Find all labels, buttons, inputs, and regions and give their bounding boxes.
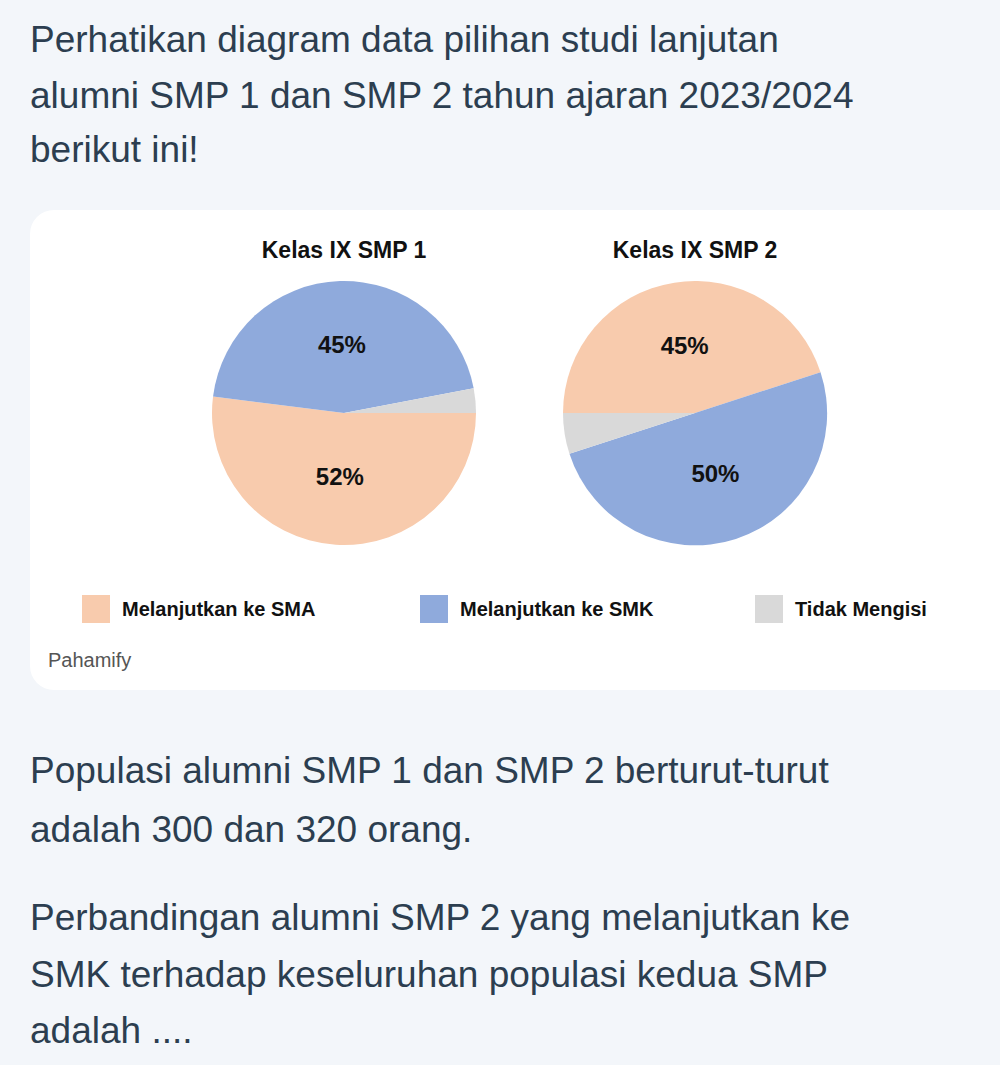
question-text: Perhatikan diagram data pilihan studi la…: [30, 19, 779, 60]
chart-title: Kelas IX SMP 2: [613, 237, 778, 263]
question-text: alumni SMP 1 dan SMP 2 tahun ajaran 2023…: [30, 75, 854, 116]
data-label: 50%: [691, 460, 739, 487]
question-text: Populasi alumni SMP 1 dan SMP 2 berturut…: [30, 750, 829, 791]
legend-label: Melanjutkan ke SMK: [460, 598, 654, 620]
pie-slice: [213, 281, 474, 413]
question-text: adalah ....: [30, 1010, 193, 1051]
legend-label: Melanjutkan ke SMA: [122, 598, 315, 620]
question-text: adalah 300 dan 320 orang.: [30, 809, 472, 850]
question-text: Perbandingan alumni SMP 2 yang melanjutk…: [30, 897, 850, 938]
data-label: 45%: [318, 331, 366, 358]
pie-slice: [563, 413, 695, 454]
pie-chart: 52% 45%: [212, 281, 476, 545]
slices: [563, 281, 827, 545]
pie-slice: [344, 388, 476, 413]
pie-slice: [212, 396, 476, 545]
legend-swatch: [420, 595, 448, 623]
legend-swatch: [755, 595, 783, 623]
question-text: berikut ini!: [30, 129, 199, 170]
chart-title: Kelas IX SMP 1: [262, 237, 427, 263]
pie-chart: 45% 50%: [563, 281, 827, 545]
question-text: SMK terhadap keseluruhan populasi kedua …: [30, 954, 828, 995]
chart-card: [30, 210, 1000, 690]
pie-slice: [569, 372, 827, 545]
watermark: Pahamify: [48, 649, 131, 671]
legend-swatch: [82, 595, 110, 623]
data-label: 52%: [316, 463, 364, 490]
data-label: 45%: [661, 332, 709, 359]
page: Perhatikan diagram data pilihan studi la…: [0, 0, 1000, 1065]
slices: [212, 281, 476, 545]
legend-label: Tidak Mengisi: [795, 598, 927, 620]
